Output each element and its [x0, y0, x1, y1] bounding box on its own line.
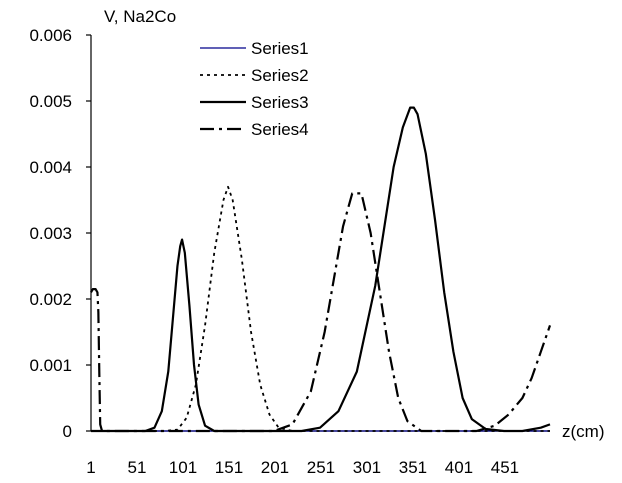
y-tick-label: 0.004 [29, 158, 72, 177]
y-tick-label: 0 [63, 422, 72, 441]
x-tick-label: 151 [215, 458, 243, 477]
x-tick-label: 101 [169, 458, 197, 477]
legend-label-series1: Series1 [251, 39, 309, 58]
x-tick-label: 201 [261, 458, 289, 477]
series-lines [90, 106, 552, 433]
y-tick-label: 0.003 [29, 224, 72, 243]
x-tick-label: 451 [491, 458, 519, 477]
y-tick-label: 0.006 [29, 26, 72, 45]
series-line-series2 [91, 185, 550, 432]
series-line-series3 [91, 106, 551, 433]
x-tick-label: 1 [86, 458, 95, 477]
series-line-series4 [90, 192, 552, 433]
x-axis-label: z(cm) [562, 422, 604, 441]
legend-label-series3: Series3 [251, 93, 309, 112]
legend: Series1 Series2 Series3 Series4 [200, 39, 309, 139]
x-tick-label: 51 [128, 458, 147, 477]
y-tick-label: 0.002 [29, 290, 72, 309]
y-axis-label: V, Na2Co [104, 7, 176, 26]
legend-label-series2: Series2 [251, 66, 309, 85]
x-tick-label: 401 [445, 458, 473, 477]
y-tick-label: 0.001 [29, 356, 72, 375]
legend-label-series4: Series4 [251, 120, 309, 139]
x-tick-label: 351 [399, 458, 427, 477]
x-tick-label: 251 [307, 458, 335, 477]
x-tick-label: 301 [353, 458, 381, 477]
y-tick-label: 0.005 [29, 92, 72, 111]
axes [86, 34, 550, 432]
